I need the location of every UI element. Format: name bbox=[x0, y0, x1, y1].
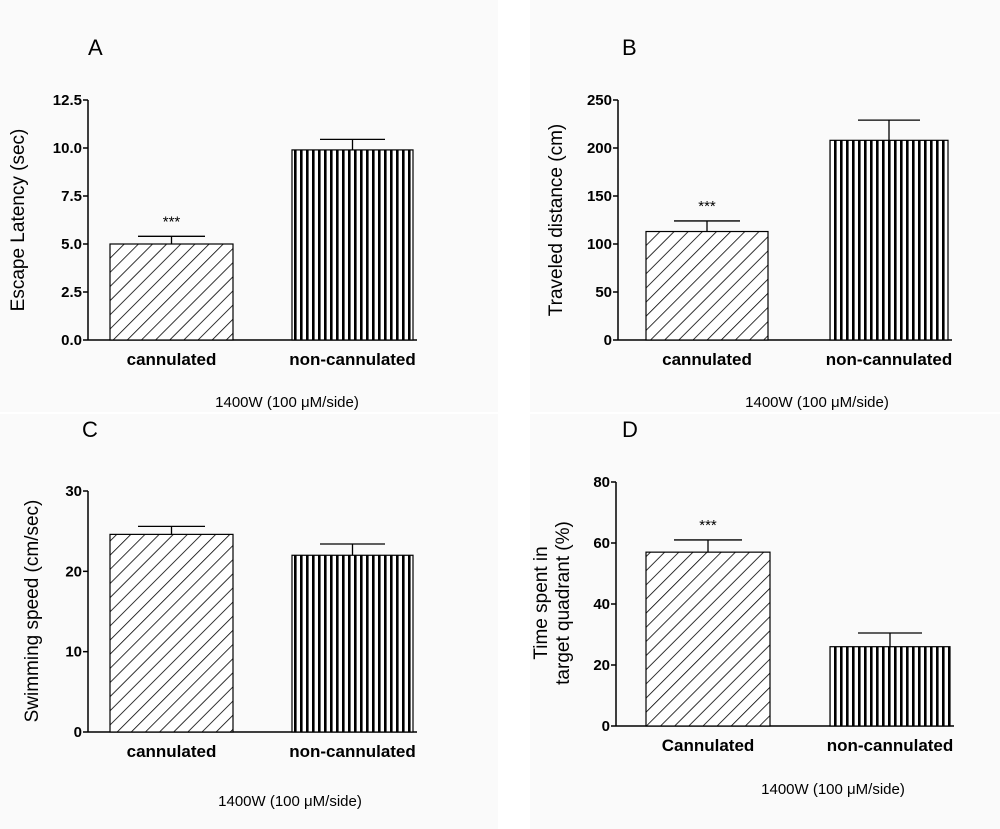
y-tick-label: 7.5 bbox=[61, 188, 82, 205]
chart-panel-d: D 0 20 40 60 80 Time spent intarget quadrant (… bbox=[531, 417, 954, 798]
y-axis-label: Swimming speed (cm/sec) bbox=[22, 500, 43, 723]
x-category-label: non-cannulated bbox=[289, 742, 416, 761]
x-category-label: Cannulated bbox=[662, 736, 755, 755]
bar-cannulated bbox=[109, 533, 234, 733]
x-category-label: non-cannulated bbox=[289, 350, 416, 369]
y-tick-label: 30 bbox=[65, 483, 82, 500]
treatment-caption: 1400W (100 μM/side) bbox=[745, 394, 889, 411]
y-axis-label: Escape Latency (sec) bbox=[8, 129, 29, 312]
bar-cannulated bbox=[645, 551, 771, 727]
y-tick-label: 20 bbox=[65, 563, 82, 580]
y-tick-label: 0 bbox=[74, 724, 82, 741]
x-category-label: cannulated bbox=[127, 350, 217, 369]
bar-cannulated bbox=[645, 230, 769, 341]
y-tick-label: 50 bbox=[595, 284, 612, 301]
bar-non-cannulated bbox=[829, 139, 949, 341]
chart-panel-b: B 0 50 100 150 200 250 Traveled distance (cm) **… bbox=[546, 35, 952, 411]
y-axis-label-line: Time spent in bbox=[531, 546, 552, 659]
treatment-caption: 1400W (100 μM/side) bbox=[218, 793, 362, 810]
y-tick-label: 0 bbox=[602, 718, 610, 735]
y-tick-label: 0 bbox=[604, 332, 612, 349]
significance-marker: *** bbox=[699, 517, 717, 534]
bar-cannulated bbox=[109, 243, 234, 341]
y-tick-label: 2.5 bbox=[61, 284, 82, 301]
significance-marker: *** bbox=[698, 198, 716, 215]
y-tick-label: 250 bbox=[587, 92, 612, 109]
panel-letter: B bbox=[622, 35, 637, 60]
significance-marker: *** bbox=[163, 213, 181, 230]
y-axis-label-line: target quadrant (%) bbox=[553, 521, 574, 685]
x-category-label: cannulated bbox=[127, 742, 217, 761]
y-tick-label: 20 bbox=[593, 657, 610, 674]
y-tick-label: 40 bbox=[593, 596, 610, 613]
bar-non-cannulated bbox=[829, 646, 951, 727]
panel-letter: A bbox=[88, 35, 103, 60]
y-tick-label: 150 bbox=[587, 188, 612, 205]
bar-non-cannulated bbox=[291, 554, 414, 733]
y-tick-label: 60 bbox=[593, 535, 610, 552]
treatment-caption: 1400W (100 μM/side) bbox=[761, 781, 905, 798]
x-category-label: cannulated bbox=[662, 350, 752, 369]
y-tick-label: 80 bbox=[593, 474, 610, 491]
chart-panel-c: C 0 10 20 30 Swimming speed (cm/sec) cannulate… bbox=[22, 417, 417, 810]
panel-letter: C bbox=[82, 417, 98, 442]
y-tick-label: 100 bbox=[587, 236, 612, 253]
bar-non-cannulated bbox=[291, 149, 414, 341]
y-tick-label: 5.0 bbox=[61, 236, 82, 253]
panel-letter: D bbox=[622, 417, 638, 442]
chart-panel-a: A 0.0 2.5 5.0 7.5 10.0 12.5 Escape Latency (sec… bbox=[8, 35, 417, 411]
y-tick-label: 12.5 bbox=[53, 92, 82, 109]
y-axis-label: Time spent intarget quadrant (%) bbox=[531, 521, 574, 685]
y-tick-label: 0.0 bbox=[61, 332, 82, 349]
y-axis-label: Traveled distance (cm) bbox=[546, 124, 567, 317]
treatment-caption: 1400W (100 μM/side) bbox=[215, 394, 359, 411]
x-category-label: non-cannulated bbox=[826, 350, 953, 369]
y-tick-label: 10 bbox=[65, 644, 82, 661]
x-category-label: non-cannulated bbox=[827, 736, 954, 755]
y-tick-label: 200 bbox=[587, 140, 612, 157]
y-tick-label: 10.0 bbox=[53, 140, 82, 157]
